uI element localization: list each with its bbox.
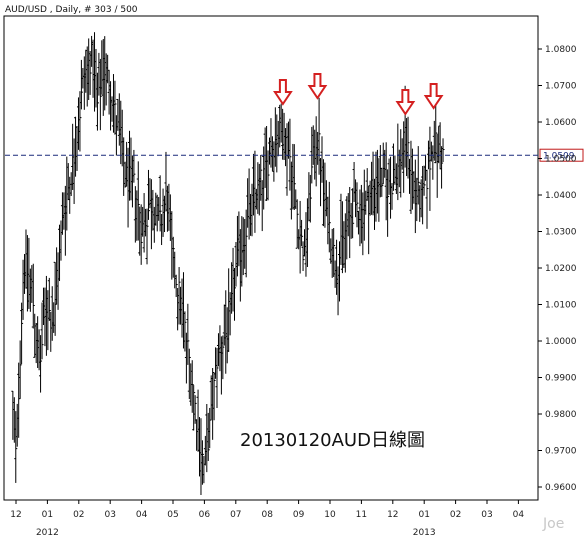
x-tick-label: 09 (293, 510, 305, 520)
y-tick-label: 0.9700 (545, 447, 577, 457)
watermark: Joe (542, 516, 564, 532)
y-tick-label: 1.0700 (545, 82, 577, 92)
x-tick-label: 04 (513, 510, 525, 520)
down-arrow-icon (423, 83, 444, 110)
y-tick-label: 1.0200 (545, 264, 577, 274)
plot-frame (3, 15, 539, 501)
down-arrow-icon (273, 79, 293, 106)
x-year-label: 2013 (413, 528, 436, 538)
x-tick-label: 10 (324, 510, 336, 520)
x-tick-label: 01 (42, 510, 53, 520)
x-tick-label: 06 (199, 510, 211, 520)
reference-line-group: 1.0509 (5, 148, 584, 162)
chart-title: AUD/USD , Daily, # 303 / 500 (5, 5, 138, 15)
y-tick-label: 1.0800 (545, 45, 577, 55)
y-tick-label: 1.0500 (545, 155, 577, 165)
x-tick-label: 12 (387, 510, 398, 520)
x-tick-label: 03 (481, 510, 492, 520)
y-tick-label: 1.0100 (545, 301, 577, 311)
x-tick-label: 02 (73, 510, 84, 520)
x-tick-label: 01 (418, 510, 429, 520)
chart-caption: 20130120AUD日線圖 (240, 430, 425, 451)
x-tick-label: 05 (167, 510, 178, 520)
x-tick-label: 03 (104, 510, 115, 520)
x-tick-label: 08 (261, 510, 273, 520)
x-tick-label: 07 (230, 510, 241, 520)
y-tick-label: 1.0300 (545, 228, 577, 238)
y-axis: 1.0800 1.0700 1.0600 1.0500 1.0400 1.0300 1.02… (538, 45, 577, 493)
down-arrow-icon (307, 73, 328, 100)
current-price-label: 1.0509 (543, 152, 575, 162)
ohlc-bars (11, 32, 445, 495)
y-tick-label: 0.9600 (545, 483, 577, 493)
x-tick-label: 02 (450, 510, 461, 520)
y-tick-label: 0.9900 (545, 374, 577, 384)
y-tick-label: 1.0600 (545, 118, 577, 128)
y-tick-label: 0.9800 (545, 410, 577, 420)
x-tick-label: 04 (136, 510, 148, 520)
x-tick-label: 11 (356, 510, 367, 520)
down-arrow-icon (395, 89, 416, 116)
current-price-box (539, 148, 584, 162)
x-tick-label: 12 (10, 510, 21, 520)
y-tick-label: 1.0000 (545, 337, 577, 347)
annotation-arrows (273, 73, 444, 116)
y-tick-label: 1.0400 (545, 191, 577, 201)
x-axis: 12 01 02 03 04 05 06 07 08 09 10 11 12 01 02 03 04 2012 20… (10, 500, 524, 538)
x-year-label: 2012 (36, 528, 59, 538)
